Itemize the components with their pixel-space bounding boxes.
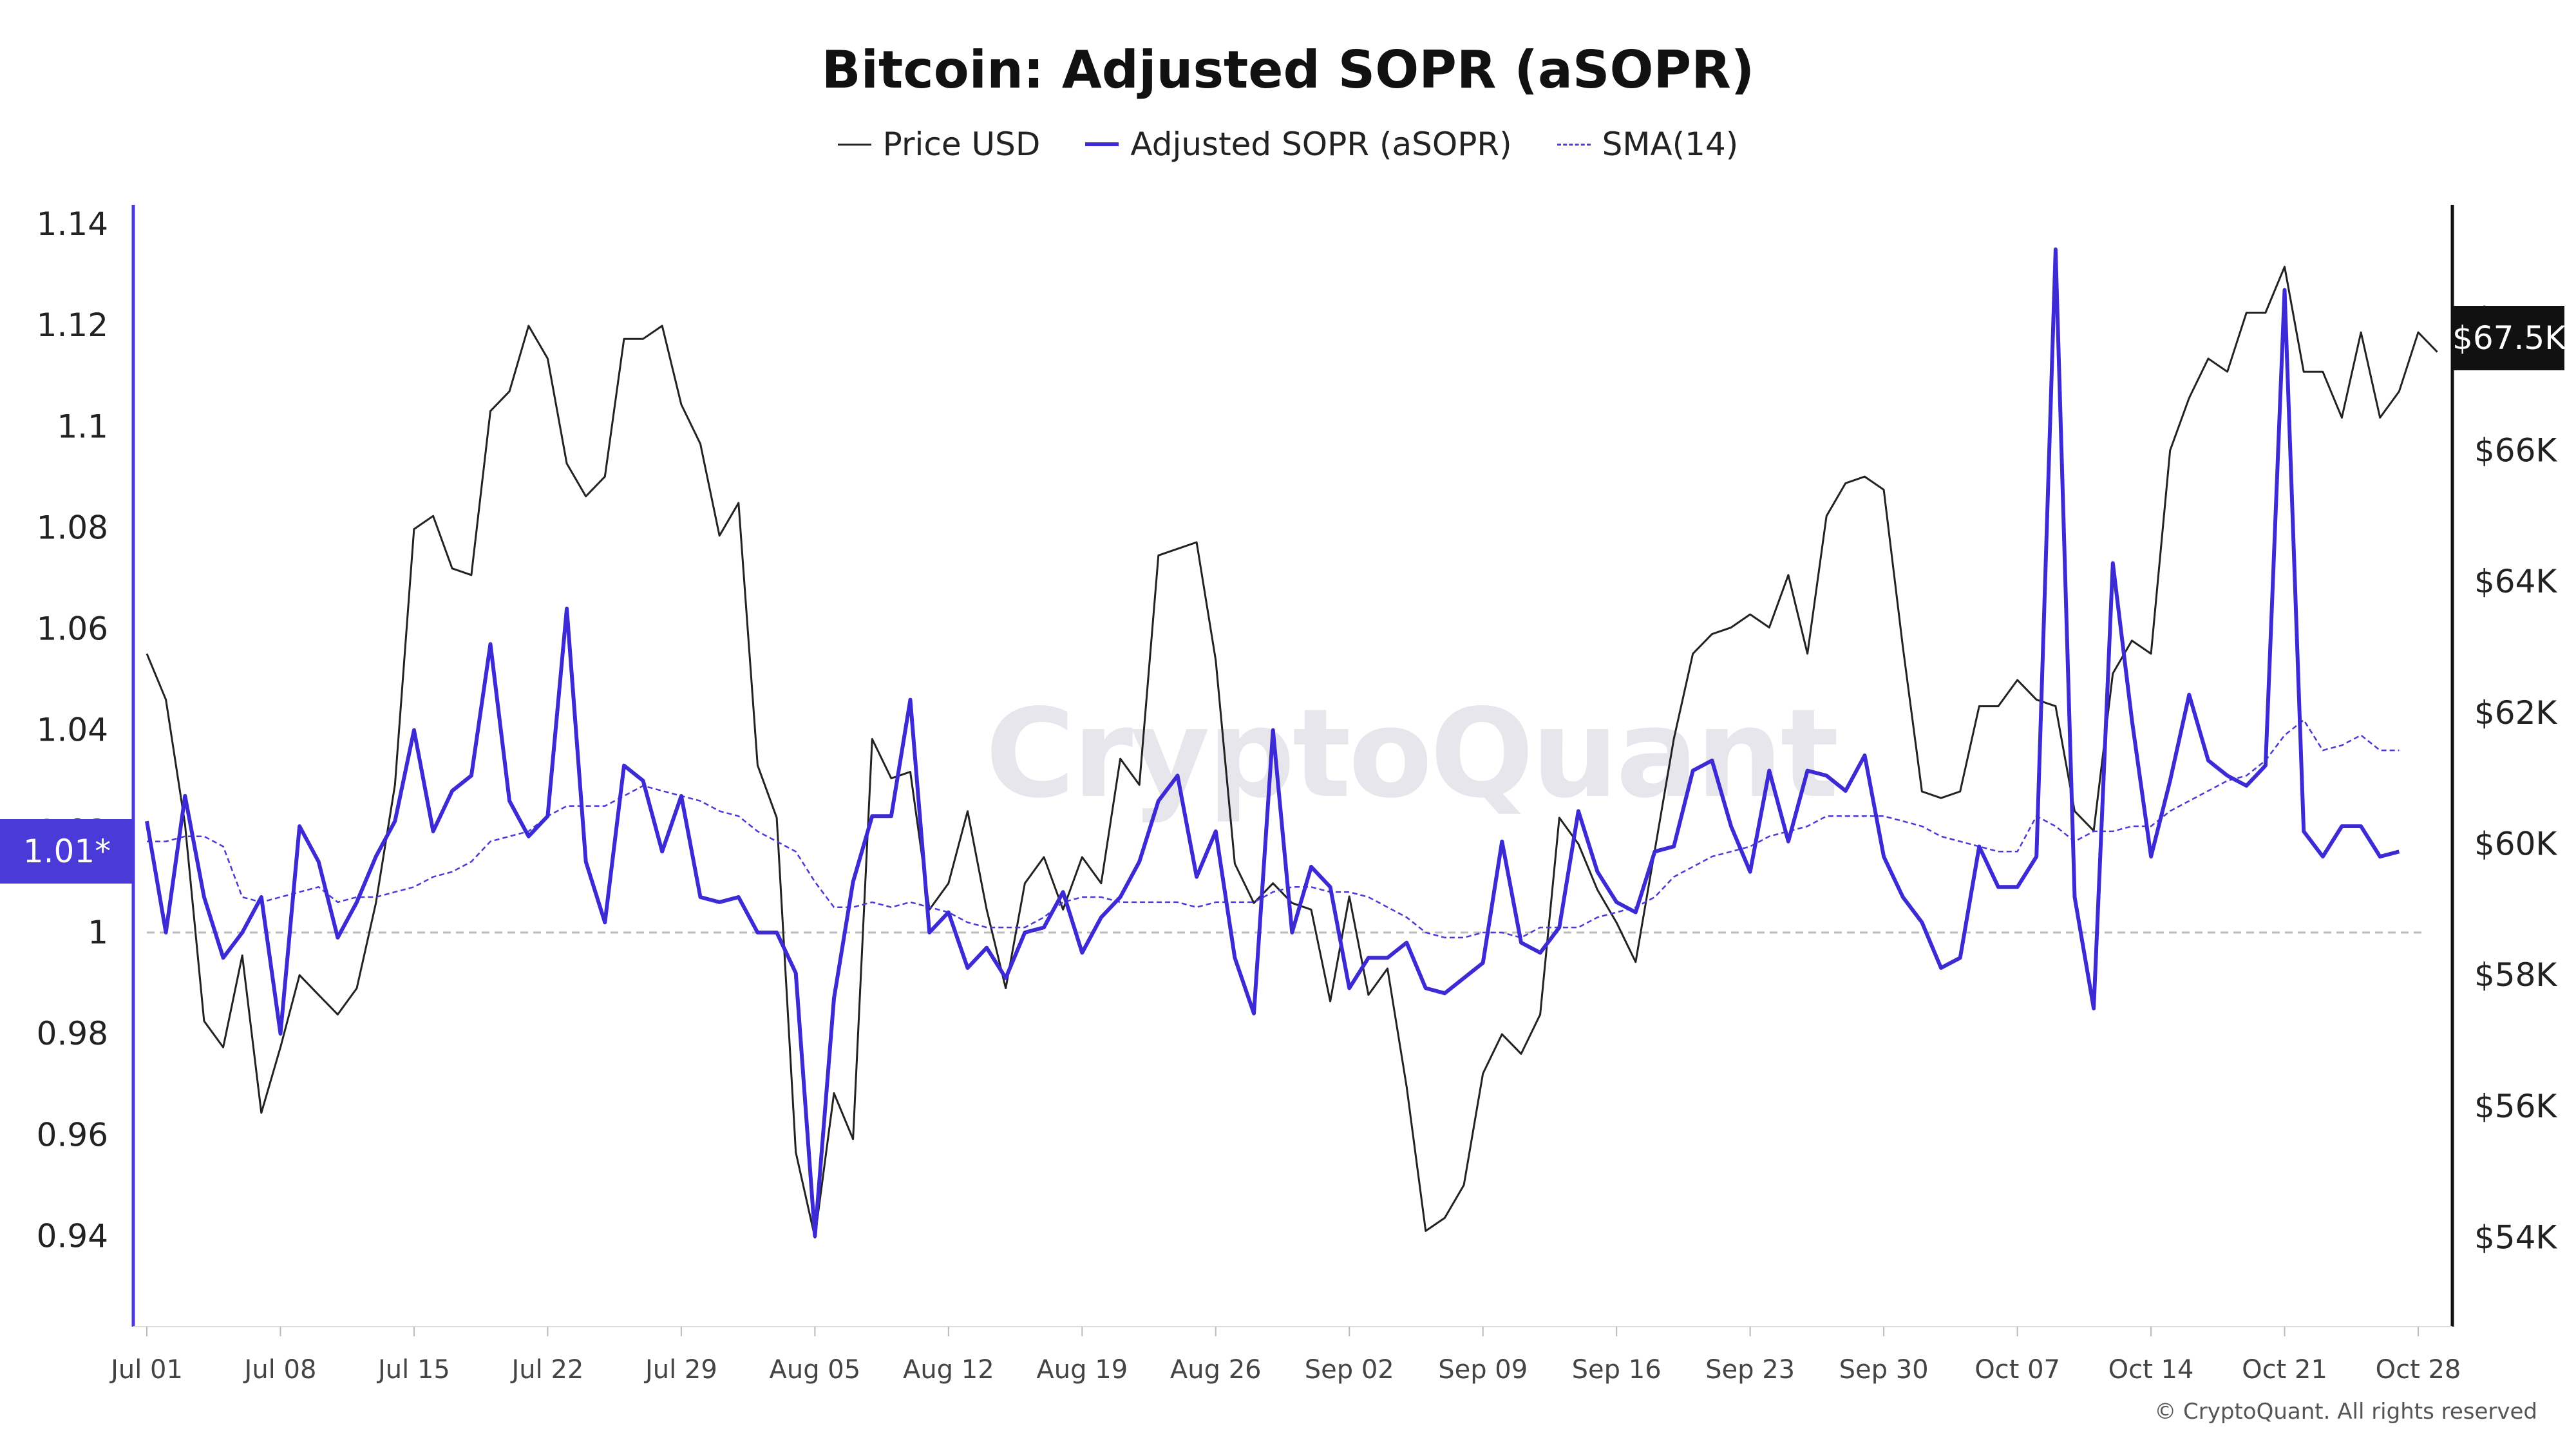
legend-swatch-sma [1557,143,1591,146]
x-tick-label: Aug 05 [769,1355,860,1385]
legend-swatch-asopr [1085,142,1119,146]
current-asopr-badge: 1.01* [0,819,134,884]
x-tick-label: Oct 28 [2376,1355,2461,1385]
left-tick-label: 1.12 [37,307,108,344]
x-tick-label: Sep 23 [1705,1355,1795,1385]
right-tick-label: $58K [2474,956,2557,994]
x-tick-label: Jul 01 [109,1355,183,1385]
x-tick-label: Jul 08 [243,1355,317,1385]
x-tick-label: Oct 07 [1975,1355,2060,1385]
right-tick-label: $62K [2474,694,2557,732]
left-tick-label: 1.06 [37,611,108,648]
x-tick-label: Sep 30 [1839,1355,1929,1385]
x-tick-label: Aug 26 [1170,1355,1262,1385]
x-tick-label: Aug 19 [1036,1355,1128,1385]
left-tick-label: 1 [88,914,108,951]
legend-item-asopr[interactable]: Adjusted SOPR (aSOPR) [1085,126,1512,163]
legend-swatch-price [837,143,871,146]
left-tick-label: 0.94 [37,1217,108,1255]
x-tick-label: Sep 02 [1305,1355,1394,1385]
left-tick-label: 1.14 [37,205,108,243]
legend-item-sma[interactable]: SMA(14) [1557,126,1739,163]
legend-label-sma: SMA(14) [1602,126,1739,163]
left-tick-label: 1.08 [37,509,108,546]
x-tick-label: Jul 15 [376,1355,450,1385]
x-tick-label: Sep 09 [1438,1355,1528,1385]
legend: Price USD Adjusted SOPR (aSOPR) SMA(14) [0,126,2576,163]
right-tick-label: $54K [2474,1219,2557,1256]
left-tick-label: 1.1 [57,408,108,445]
asopr-line [145,247,2400,1238]
legend-label-asopr: Adjusted SOPR (aSOPR) [1130,126,1512,163]
left-tick-label: 0.98 [37,1015,108,1052]
watermark: CryptoQuant [985,683,1839,825]
right-tick-label: $60K [2474,826,2557,863]
right-tick-label: $56K [2474,1088,2557,1125]
x-tick-label: Jul 22 [509,1355,583,1385]
right-tick-label: $64K [2474,563,2557,600]
x-tick-label: Oct 14 [2108,1355,2194,1385]
chart-title: Bitcoin: Adjusted SOPR (aSOPR) [821,40,1755,100]
x-tick-label: Aug 12 [903,1355,994,1385]
legend-label-price: Price USD [882,126,1041,163]
x-tick-label: Sep 16 [1572,1355,1662,1385]
price-usd-line [146,265,2438,1239]
x-tick-label: Jul 29 [643,1355,717,1385]
sma14-line [147,719,2400,939]
left-tick-label: 1.04 [37,712,108,749]
current-price-badge: $67.5K [2452,306,2566,370]
left-tick-label: 0.96 [37,1116,108,1153]
x-tick-label: Oct 21 [2242,1355,2327,1385]
copyright-text: © CryptoQuant. All rights reserved [2154,1399,2537,1425]
legend-item-price[interactable]: Price USD [837,126,1041,163]
right-tick-label: $66K [2474,431,2557,469]
